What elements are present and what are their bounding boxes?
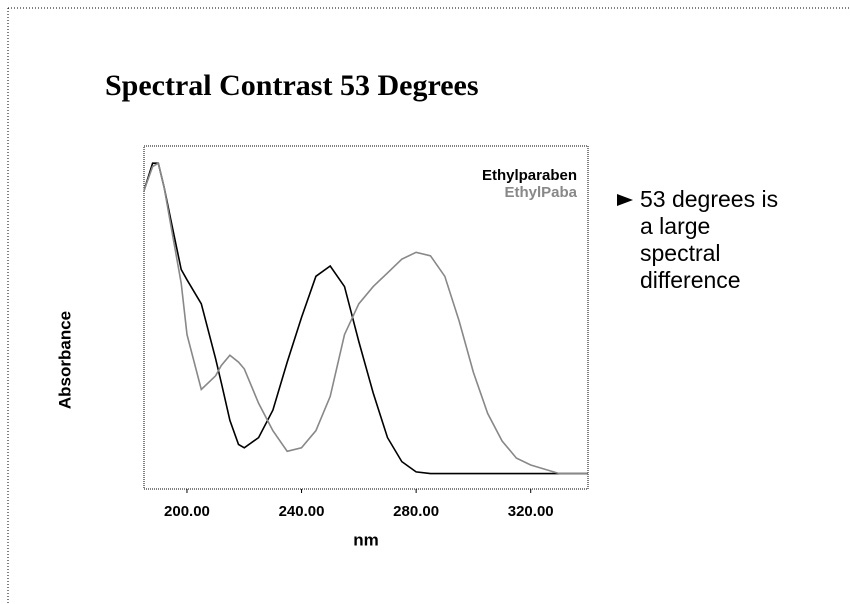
legend-entry: Ethylparaben	[482, 167, 577, 184]
series-line	[143, 161, 588, 475]
plot-frame	[143, 145, 589, 490]
x-tick-label: 320.00	[508, 503, 554, 520]
series-line	[143, 162, 588, 475]
y-axis-label: Absorbance	[55, 311, 74, 409]
legend-entry: EthylPaba	[504, 184, 577, 201]
bullet-arrow	[617, 194, 633, 206]
chart-title: Spectral Contrast 53 Degrees	[105, 69, 479, 102]
x-tick-label: 280.00	[393, 503, 439, 520]
x-tick-label: 240.00	[279, 503, 325, 520]
x-axis-label: nm	[353, 530, 379, 549]
bullet-text: 53 degrees is a large spectral differenc…	[640, 186, 779, 293]
x-tick-label: 200.00	[164, 503, 210, 520]
